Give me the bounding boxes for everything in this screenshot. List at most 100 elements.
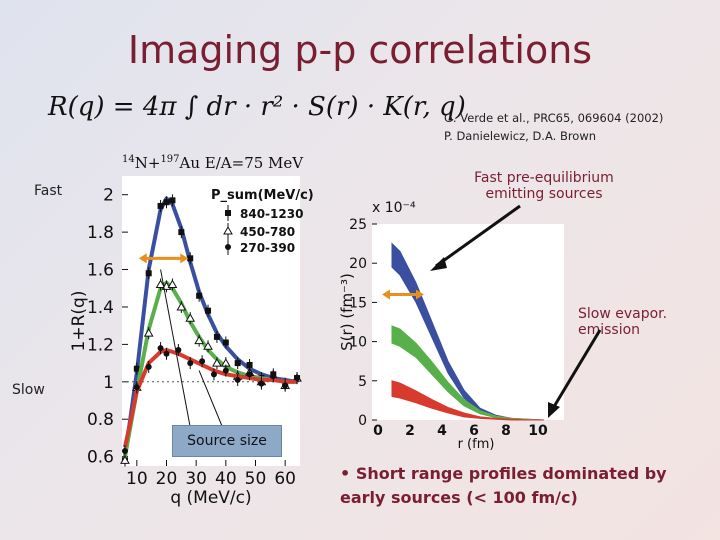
y-tick-label: 2 bbox=[103, 186, 114, 206]
source-size-arrowhead-right bbox=[180, 253, 189, 264]
y-tick-label: 25 bbox=[349, 217, 367, 233]
bullet-text: Short range profiles dominated by early … bbox=[340, 464, 667, 507]
y-tick-label: 0.8 bbox=[87, 410, 114, 430]
x-tick-label: 0 bbox=[373, 423, 383, 439]
data-point bbox=[176, 301, 187, 311]
data-point bbox=[178, 229, 185, 236]
x-axis-label: r (fm) bbox=[458, 437, 495, 452]
x-tick-label: 10 bbox=[528, 423, 548, 439]
source-size-pointer bbox=[198, 370, 223, 427]
fast-annotation-arrowhead bbox=[430, 257, 447, 271]
data-point bbox=[294, 375, 301, 382]
bullet-marker: • bbox=[340, 464, 351, 483]
x-axis-label: q (MeV/c) bbox=[170, 488, 251, 508]
y-tick-label: 1.2 bbox=[87, 335, 114, 355]
data-point bbox=[234, 360, 241, 367]
series-line bbox=[122, 196, 298, 457]
x-tick-label: 20 bbox=[156, 469, 178, 489]
y-tick-label: 1.6 bbox=[87, 261, 114, 281]
data-point bbox=[163, 350, 170, 357]
data-point bbox=[222, 367, 229, 374]
x-tick-label: 10 bbox=[126, 469, 148, 489]
legend-marker bbox=[223, 225, 233, 235]
source-size-pointer bbox=[160, 269, 191, 427]
source-size-box: Source size bbox=[172, 425, 282, 457]
data-point bbox=[121, 448, 128, 455]
data-point bbox=[133, 365, 140, 372]
x-tick-label: 6 bbox=[469, 423, 479, 439]
data-point bbox=[282, 382, 289, 389]
summary-bullet: • Short range profiles dominated by earl… bbox=[340, 462, 710, 510]
source-size-arrowhead-left bbox=[138, 253, 147, 264]
data-point bbox=[203, 341, 213, 350]
fast-label: Fast bbox=[34, 183, 63, 199]
fast-annotation-arrow bbox=[435, 204, 521, 268]
reaction-label: 14N+197Au E/A=75 MeV bbox=[122, 154, 304, 172]
fast-source-annotation: Fast pre-equilibrium emitting sources bbox=[474, 170, 614, 202]
slow-annotation-arrowhead bbox=[548, 402, 560, 418]
y-tick-label: 1.8 bbox=[87, 223, 114, 243]
data-point bbox=[175, 347, 182, 353]
legend-label: 840-1230 bbox=[240, 207, 303, 221]
data-point bbox=[145, 363, 152, 370]
data-point bbox=[157, 345, 164, 352]
y-tick-label: 5 bbox=[358, 374, 367, 390]
x-tick-label: 40 bbox=[215, 469, 237, 489]
data-point bbox=[196, 292, 203, 299]
reference-line-1: G. Verde et al., PRC65, 069604 (2002) bbox=[444, 111, 664, 125]
y-axis-label: 1+R(q) bbox=[69, 291, 89, 352]
y-axis-label: S(r) (fm⁻³) bbox=[338, 273, 356, 351]
y-tick-label: 1 bbox=[103, 373, 114, 393]
series-line bbox=[123, 348, 298, 448]
data-point bbox=[133, 384, 140, 391]
data-point bbox=[199, 358, 206, 365]
y-tick-label: 0 bbox=[358, 413, 367, 429]
data-point bbox=[187, 255, 194, 262]
data-point bbox=[187, 360, 194, 367]
series-band bbox=[391, 380, 544, 421]
width-arrowhead-left bbox=[382, 289, 390, 300]
legend-marker bbox=[225, 210, 231, 216]
data-point bbox=[167, 279, 178, 289]
data-point bbox=[143, 328, 154, 337]
data-point bbox=[258, 380, 265, 387]
data-point bbox=[246, 371, 253, 378]
data-point bbox=[234, 376, 241, 383]
width-arrowhead-right bbox=[416, 289, 424, 300]
x-tick-label: 30 bbox=[185, 469, 207, 489]
x-tick-label: 8 bbox=[501, 423, 511, 439]
data-point bbox=[185, 313, 196, 322]
y-tick-label: 15 bbox=[349, 295, 367, 311]
y-tick-label: 0.6 bbox=[87, 448, 114, 468]
y-tick-label: 20 bbox=[349, 256, 367, 272]
correlation-formula: R(q) = 4π ∫ dr · r² · S(r) · K(r, q) bbox=[48, 92, 466, 122]
data-point bbox=[246, 361, 253, 368]
data-point bbox=[155, 279, 166, 289]
data-point bbox=[270, 373, 277, 380]
y-tick-label: 1.4 bbox=[87, 298, 114, 318]
slow-label: Slow bbox=[12, 382, 45, 398]
legend-title: P_sum(MeV/c) bbox=[211, 188, 314, 203]
data-point bbox=[205, 307, 212, 314]
y-scale-label: x 10⁻⁴ bbox=[372, 200, 416, 216]
legend-label: 450-780 bbox=[240, 225, 295, 239]
data-point bbox=[120, 455, 130, 464]
data-point bbox=[212, 358, 222, 367]
data-point bbox=[157, 202, 164, 209]
slide-title: Imaging p-p correlations bbox=[127, 28, 593, 72]
x-tick-label: 50 bbox=[245, 469, 267, 489]
x-tick-label: 60 bbox=[274, 469, 296, 489]
data-point bbox=[169, 197, 176, 204]
slow-annotation-arrow bbox=[550, 329, 602, 411]
y-tick-label: 10 bbox=[349, 335, 367, 351]
legend-label: 270-390 bbox=[240, 241, 295, 255]
data-point bbox=[213, 333, 220, 340]
data-point bbox=[210, 371, 217, 378]
x-tick-label: 2 bbox=[405, 423, 415, 439]
x-tick-label: 4 bbox=[437, 423, 447, 439]
data-point bbox=[194, 335, 204, 345]
reference-line-2: P. Danielewicz, D.A. Brown bbox=[444, 129, 597, 143]
slow-emission-annotation: Slow evapor. emission bbox=[578, 306, 668, 338]
